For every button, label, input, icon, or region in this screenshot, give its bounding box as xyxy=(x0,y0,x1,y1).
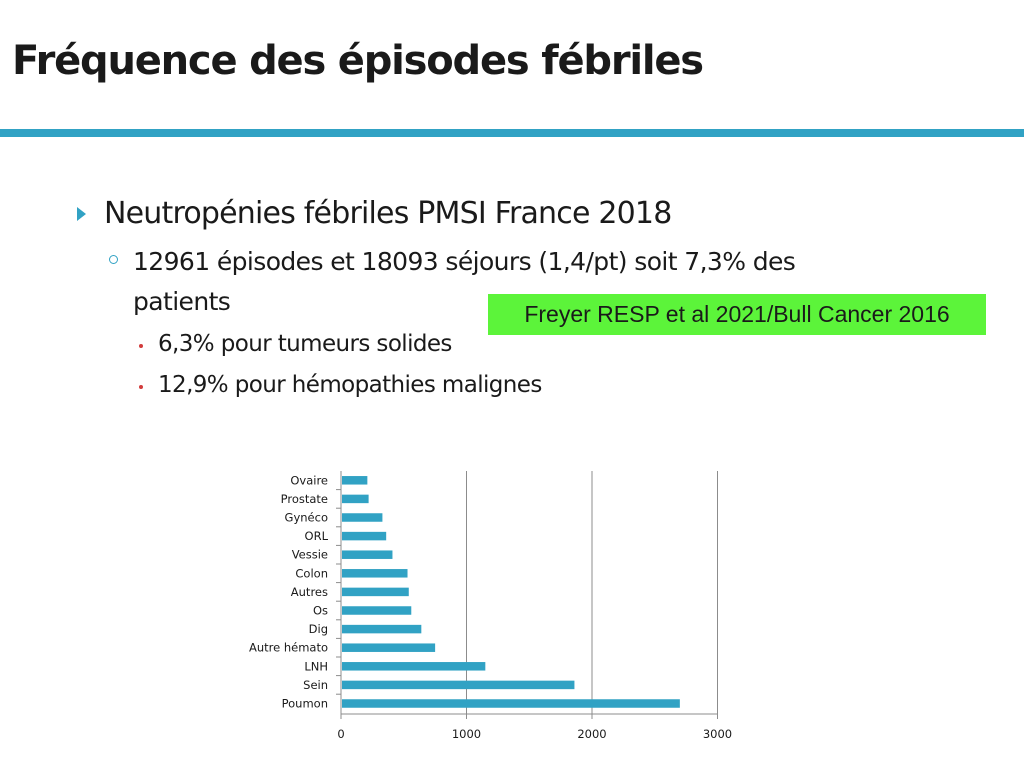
bar-lnh xyxy=(342,662,486,671)
bullet-level3-solid-tumors: 6,3% pour tumeurs solides xyxy=(158,331,452,357)
x-tick-label: 0 xyxy=(337,727,344,741)
bar-autres xyxy=(342,587,409,597)
bar-orl xyxy=(342,531,387,541)
category-label: Gynéco xyxy=(285,511,328,525)
circle-bullet-icon xyxy=(109,255,118,264)
x-tick-label: 1000 xyxy=(452,727,481,741)
category-label: Os xyxy=(313,604,328,618)
slide-title: Fréquence des épisodes fébriles xyxy=(12,38,704,84)
bar-os xyxy=(342,606,412,615)
dot-bullet-icon xyxy=(139,344,143,348)
title-underline xyxy=(0,129,1024,137)
category-label: Vessie xyxy=(292,548,328,562)
category-label: ORL xyxy=(305,529,329,543)
bar-vessie xyxy=(342,550,393,559)
bar-ovaire xyxy=(342,476,368,485)
x-tick-label: 2000 xyxy=(577,727,606,741)
x-tick-label: 3000 xyxy=(703,727,732,741)
category-label: Autres xyxy=(291,585,328,599)
arrow-bullet-icon xyxy=(77,207,86,221)
bar-colon xyxy=(342,569,408,578)
category-label: Sein xyxy=(303,678,328,692)
bullet-level2-line2: patients xyxy=(133,287,231,316)
bar-prostate xyxy=(342,494,369,504)
category-label: Ovaire xyxy=(290,473,328,487)
dot-bullet-icon xyxy=(139,385,143,389)
bar-sein xyxy=(342,680,575,690)
bullet-level3-hemopathies: 12,9% pour hémopathies malignes xyxy=(158,372,542,398)
bar-poumon xyxy=(342,699,680,708)
category-label: Autre hémato xyxy=(249,641,328,655)
bar-gynéco xyxy=(342,513,383,522)
bullet-level1: Neutropénies fébriles PMSI France 2018 xyxy=(104,196,672,231)
category-label: Colon xyxy=(295,566,328,580)
bar-dig xyxy=(342,624,422,634)
bullet-level2-line1: 12961 épisodes et 18093 séjours (1,4/pt)… xyxy=(133,247,796,276)
category-label: Prostate xyxy=(281,492,328,506)
category-label: LNH xyxy=(304,659,328,673)
category-label: Dig xyxy=(309,622,328,636)
bar-autre-hémato xyxy=(342,643,436,652)
citation-box: Freyer RESP et al 2021/Bull Cancer 2016 xyxy=(488,294,986,335)
category-label: Poumon xyxy=(282,697,328,711)
